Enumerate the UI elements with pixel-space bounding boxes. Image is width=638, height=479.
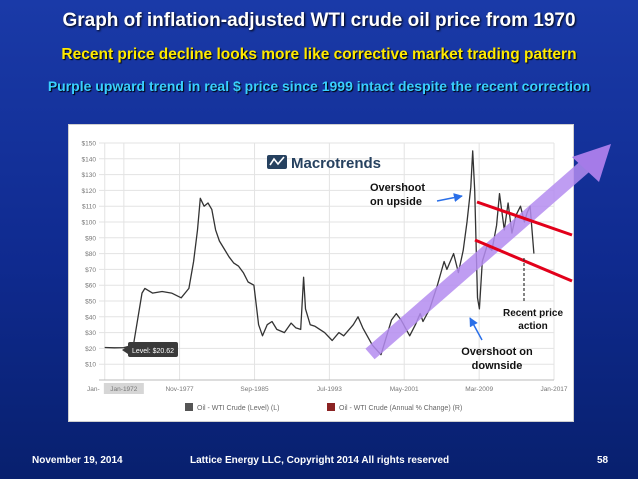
y-tick-label: $40: [85, 314, 96, 321]
y-tick-labels: $10 $20 $30 $40 $50 $60 $70 $80 $90 $100 $110 $120 $…: [82, 141, 97, 369]
x-tick-label: Jul-1993: [317, 386, 342, 393]
annotation-overshoot-upside: Overshoot on upside: [370, 182, 426, 208]
y-tick-label: $20: [85, 346, 96, 353]
page-number: 58: [597, 455, 609, 466]
x-tick-highlight: [103, 383, 144, 394]
y-tick-label: $110: [82, 204, 96, 211]
macrotrends-logo-text: Macrotrends: [291, 155, 381, 172]
x-tick-label: Sep-1985: [240, 386, 269, 393]
oil-price-chart: $10 $20 $30 $40 $50 $60 $70 $80 $90 $100 $110 $120 $…: [82, 141, 568, 413]
x-tick-label: Jan-2017: [540, 386, 567, 393]
legend-label-level: Oil - WTI Crude (Level) (L): [197, 405, 279, 412]
annotation-overshoot-downside: Overshoot on downside: [461, 346, 533, 372]
slide-subtitle-cyan: Purple upward trend in real $ price sinc…: [47, 78, 591, 94]
x-tick-label: Jan-: [87, 386, 100, 393]
y-tick-label: $80: [85, 251, 96, 258]
chart-legend: Oil - WTI Crude (Level) (L) Oil - WTI Cr…: [185, 403, 462, 412]
macrotrends-logo-mark: [269, 156, 285, 166]
legend-swatch-change: [327, 403, 335, 411]
level-tooltip-box: [128, 342, 178, 357]
y-tick-label: $30: [85, 330, 96, 337]
y-tick-label: $10: [85, 362, 96, 369]
y-tick-label: $140: [82, 156, 97, 163]
y-tick-label: $120: [82, 188, 97, 195]
footer-copyright: Lattice Energy LLC, Copyright 2014 All r…: [190, 455, 450, 466]
purple-trend-arrow-head: [572, 144, 611, 182]
y-tick-label: $50: [85, 299, 96, 306]
macrotrends-logo: Macrotrends: [267, 155, 381, 172]
y-tick-label: $70: [85, 267, 96, 274]
x-tick-label: Mar-2009: [465, 386, 493, 393]
footer-date: November 19, 2014: [32, 455, 123, 466]
x-tick-label: Nov-1977: [165, 386, 194, 393]
level-tooltip-text: Level: $20.62: [132, 348, 174, 355]
y-tick-label: $90: [85, 235, 96, 242]
legend-label-change: Oil - WTI Crude (Annual % Change) (R): [339, 405, 462, 412]
chart-panel: $10 $20 $30 $40 $50 $60 $70 $80 $90 $100 $110 $120 $…: [68, 124, 574, 422]
level-tooltip-pointer: [122, 346, 128, 354]
x-tick-labels: Jan- Jan-1972 Nov-1977 Sep-1985 Jul-1993 May-…: [87, 383, 568, 394]
y-tick-label: $130: [82, 172, 97, 179]
series-layer: [104, 150, 535, 356]
slide-title: Graph of inflation-adjusted WTI crude oi…: [62, 10, 576, 31]
y-tick-label: $60: [85, 283, 96, 290]
slide-subtitle-yellow: Recent price decline looks more like cor…: [61, 46, 577, 63]
series-line-wti-level: [104, 150, 535, 356]
x-tick-label: Jan-1972: [110, 386, 137, 393]
y-tick-label: $100: [82, 220, 97, 227]
x-tick-label: May-2001: [390, 386, 419, 393]
annotation-recent-price-action: Recent price action: [502, 308, 564, 332]
level-tooltip: Level: $20.62: [122, 342, 178, 357]
legend-swatch-level: [185, 403, 193, 411]
y-tick-label: $150: [82, 141, 97, 148]
